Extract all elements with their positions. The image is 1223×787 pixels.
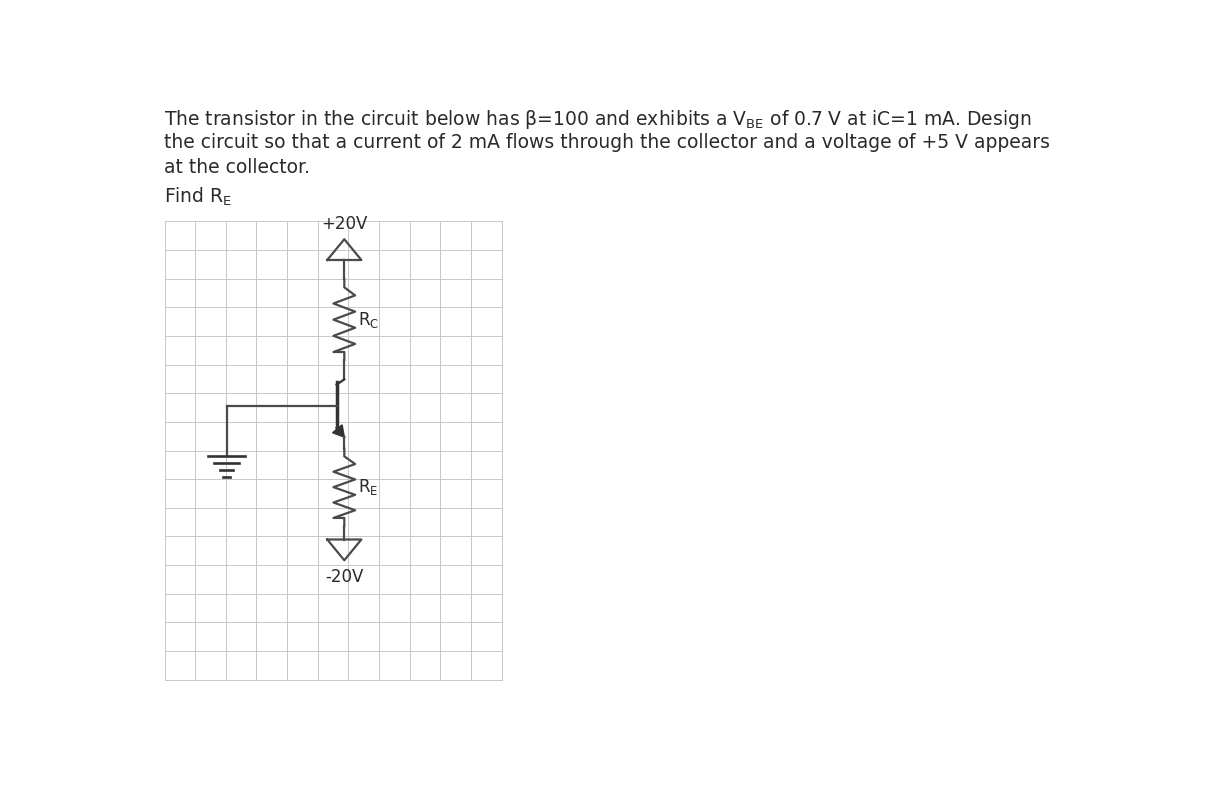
Text: Find R$_{\mathrm{E}}$: Find R$_{\mathrm{E}}$ [165,185,232,208]
Text: The transistor in the circuit below has β=100 and exhibits a V$_{\mathrm{BE}}$ o: The transistor in the circuit below has … [165,109,1032,131]
Polygon shape [333,425,345,437]
Text: R$_{\mathrm{E}}$: R$_{\mathrm{E}}$ [358,477,379,497]
Text: +20V: +20V [322,215,367,233]
Text: R$_{\mathrm{C}}$: R$_{\mathrm{C}}$ [358,309,379,330]
Text: at the collector.: at the collector. [165,157,311,176]
Text: -20V: -20V [325,568,363,586]
Text: the circuit so that a current of 2 mA flows through the collector and a voltage : the circuit so that a current of 2 mA fl… [165,133,1051,152]
